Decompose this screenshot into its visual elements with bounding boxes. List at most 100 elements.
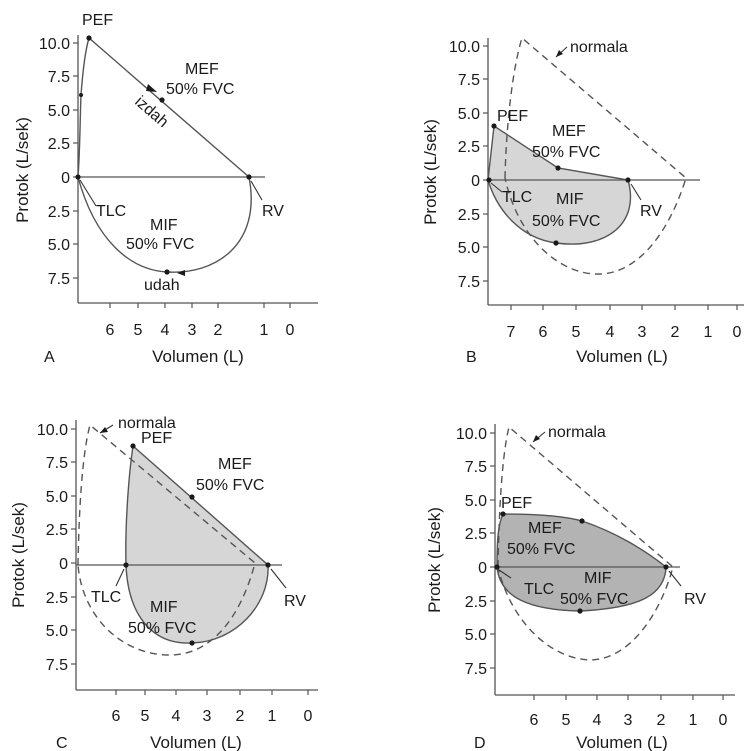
panel-c-x-axis-title: Volumen (L) — [150, 733, 242, 751]
x-tick-label: 6 — [106, 322, 115, 339]
panel-d-mif-point — [577, 608, 583, 614]
y-tick-label: 7.5 — [465, 661, 487, 678]
panel-c-normal-arrowhead — [100, 427, 108, 433]
panel-d-mif-sub-label: 50% FVC — [560, 591, 628, 608]
x-tick-label: 5 — [141, 708, 150, 725]
y-tick-label: 5.0 — [46, 489, 68, 506]
y-tick-label: 7.5 — [48, 69, 70, 86]
panel-b-y-ticks: 10.0 7.5 5.0 2.5 0 2.5 5.0 7.5 — [449, 39, 488, 291]
panel-b-normal-loop — [504, 36, 687, 275]
panel-c-mif-sub-label: 50% FVC — [128, 620, 196, 637]
x-tick-label: 5 — [562, 712, 571, 729]
panel-c-mif-point — [189, 640, 195, 646]
panel-b-tlc-point — [486, 177, 492, 183]
panel-b-tlc-label: TLC — [502, 189, 532, 206]
x-tick-label: 2 — [214, 322, 223, 339]
panel-a-rv-leader — [250, 180, 263, 201]
y-tick-label: 5.0 — [48, 103, 70, 120]
panel-c-normal-label: normala — [118, 415, 176, 432]
y-tick-label: 2.5 — [458, 139, 480, 156]
x-tick-label: 3 — [188, 322, 197, 339]
panel-b-mif-sub-label: 50% FVC — [532, 213, 600, 230]
panel-c-pef-point — [130, 443, 136, 449]
y-tick-label: 2.5 — [465, 526, 487, 543]
panel-b-patient-loop — [487, 124, 632, 245]
x-tick-label: 1 — [704, 324, 713, 341]
x-tick-label: 0 — [733, 324, 742, 341]
panel-a-pef-label: PEF — [82, 12, 113, 29]
y-tick-label: 5.0 — [46, 623, 68, 640]
panel-d-tlc-label: TLC — [524, 581, 554, 598]
panel-a-mif-label: MIF — [150, 217, 178, 234]
panel-a-arrow-expiration — [146, 84, 157, 92]
panel-a-x-axis-title: Volumen (L) — [152, 347, 244, 366]
y-tick-label: 5.0 — [458, 106, 480, 123]
panel-b-normal-label: normala — [570, 39, 628, 56]
panel-d-mef-point — [579, 518, 585, 524]
y-tick-label: 10.0 — [449, 39, 480, 56]
y-tick-label: 5.0 — [458, 240, 480, 257]
panel-b-rv-leader — [630, 183, 642, 201]
y-tick-label: 10.0 — [37, 422, 68, 439]
panel-c-letter: C — [56, 735, 68, 751]
x-tick-label: 7 — [507, 324, 516, 341]
panel-d-mef-sub-label: 50% FVC — [507, 541, 575, 558]
panel-d-mif-label: MIF — [584, 570, 612, 587]
y-tick-label: 7.5 — [465, 459, 487, 476]
panel-a-udah-label: udah — [144, 277, 180, 294]
y-tick-label: 7.5 — [46, 455, 68, 472]
panel-b-pef-point — [491, 123, 497, 129]
x-tick-label: 3 — [624, 712, 633, 729]
panel-a-tlc-point — [75, 174, 81, 180]
y-tick-label: 2.5 — [465, 594, 487, 611]
panel-a-mef-point — [159, 97, 165, 103]
panel-a-mif-sub-label: 50% FVC — [126, 236, 194, 253]
panel-d-y-ticks: 10.0 7.5 5.0 2.5 0 2.5 5.0 7.5 — [456, 426, 495, 678]
x-tick-label: 1 — [689, 712, 698, 729]
panel-d-mef-label: MEF — [528, 520, 562, 537]
x-tick-label: 4 — [161, 322, 170, 339]
panel-a-y-ticks: 10.0 7.5 5.0 2.5 0 2.5 5.0 7.5 — [39, 36, 78, 288]
x-tick-label: 6 — [112, 708, 121, 725]
panel-b-normal-arrowhead — [556, 50, 563, 57]
x-tick-label: 3 — [638, 324, 647, 341]
panel-b-mef-point — [555, 165, 561, 171]
panel-c-mef-point — [189, 494, 195, 500]
x-tick-label: 1 — [260, 322, 269, 339]
panel-d-letter: D — [474, 735, 486, 751]
panel-b-pef-label: PEF — [497, 108, 528, 125]
x-tick-label: 0 — [719, 712, 728, 729]
panel-b-tlc-leader — [490, 182, 503, 193]
panel-c-y-ticks: 10.0 7.5 5.0 2.5 0 2.5 5.0 7.5 — [37, 422, 76, 674]
x-tick-label: 4 — [593, 712, 602, 729]
panel-c-patient-loop — [125, 444, 269, 644]
panel-a-pef-point — [86, 35, 92, 41]
panel-d-x-axis-title: Volumen (L) — [576, 733, 668, 751]
y-tick-label: 7.5 — [458, 274, 480, 291]
panel-a-rv-point — [246, 174, 252, 180]
y-tick-label: 7.5 — [48, 271, 70, 288]
panel-c-normal-loop — [77, 423, 256, 656]
panel-c-y-axis-title: Protok (L/sek) — [9, 502, 28, 608]
x-tick-label: 1 — [268, 708, 277, 725]
x-tick-label: 5 — [134, 322, 143, 339]
panel-d: 10.0 7.5 5.0 2.5 0 2.5 5.0 7.5 6 5 4 3 2… — [425, 424, 735, 751]
x-tick-label: 4 — [172, 708, 181, 725]
panel-d-normal-arrowhead — [533, 435, 540, 442]
panel-a-arrow-inspiration — [177, 270, 185, 276]
panel-d-pef-point — [500, 511, 506, 517]
panel-c-mef-sub-label: 50% FVC — [196, 477, 264, 494]
y-tick-label: 7.5 — [46, 657, 68, 674]
y-tick-label: 0 — [59, 556, 68, 573]
panel-c-x-ticks: 6 5 4 3 2 1 0 — [112, 690, 313, 725]
panel-b-mef-label: MEF — [552, 123, 586, 140]
panel-d-rv-leader — [668, 570, 682, 587]
panel-d-tlc-point — [494, 564, 500, 570]
x-tick-label: 2 — [236, 708, 245, 725]
y-tick-label: 0 — [61, 170, 70, 187]
y-tick-label: 2.5 — [46, 522, 68, 539]
panel-c-rv-point — [265, 562, 271, 568]
y-tick-label: 5.0 — [465, 627, 487, 644]
y-tick-label: 7.5 — [458, 72, 480, 89]
